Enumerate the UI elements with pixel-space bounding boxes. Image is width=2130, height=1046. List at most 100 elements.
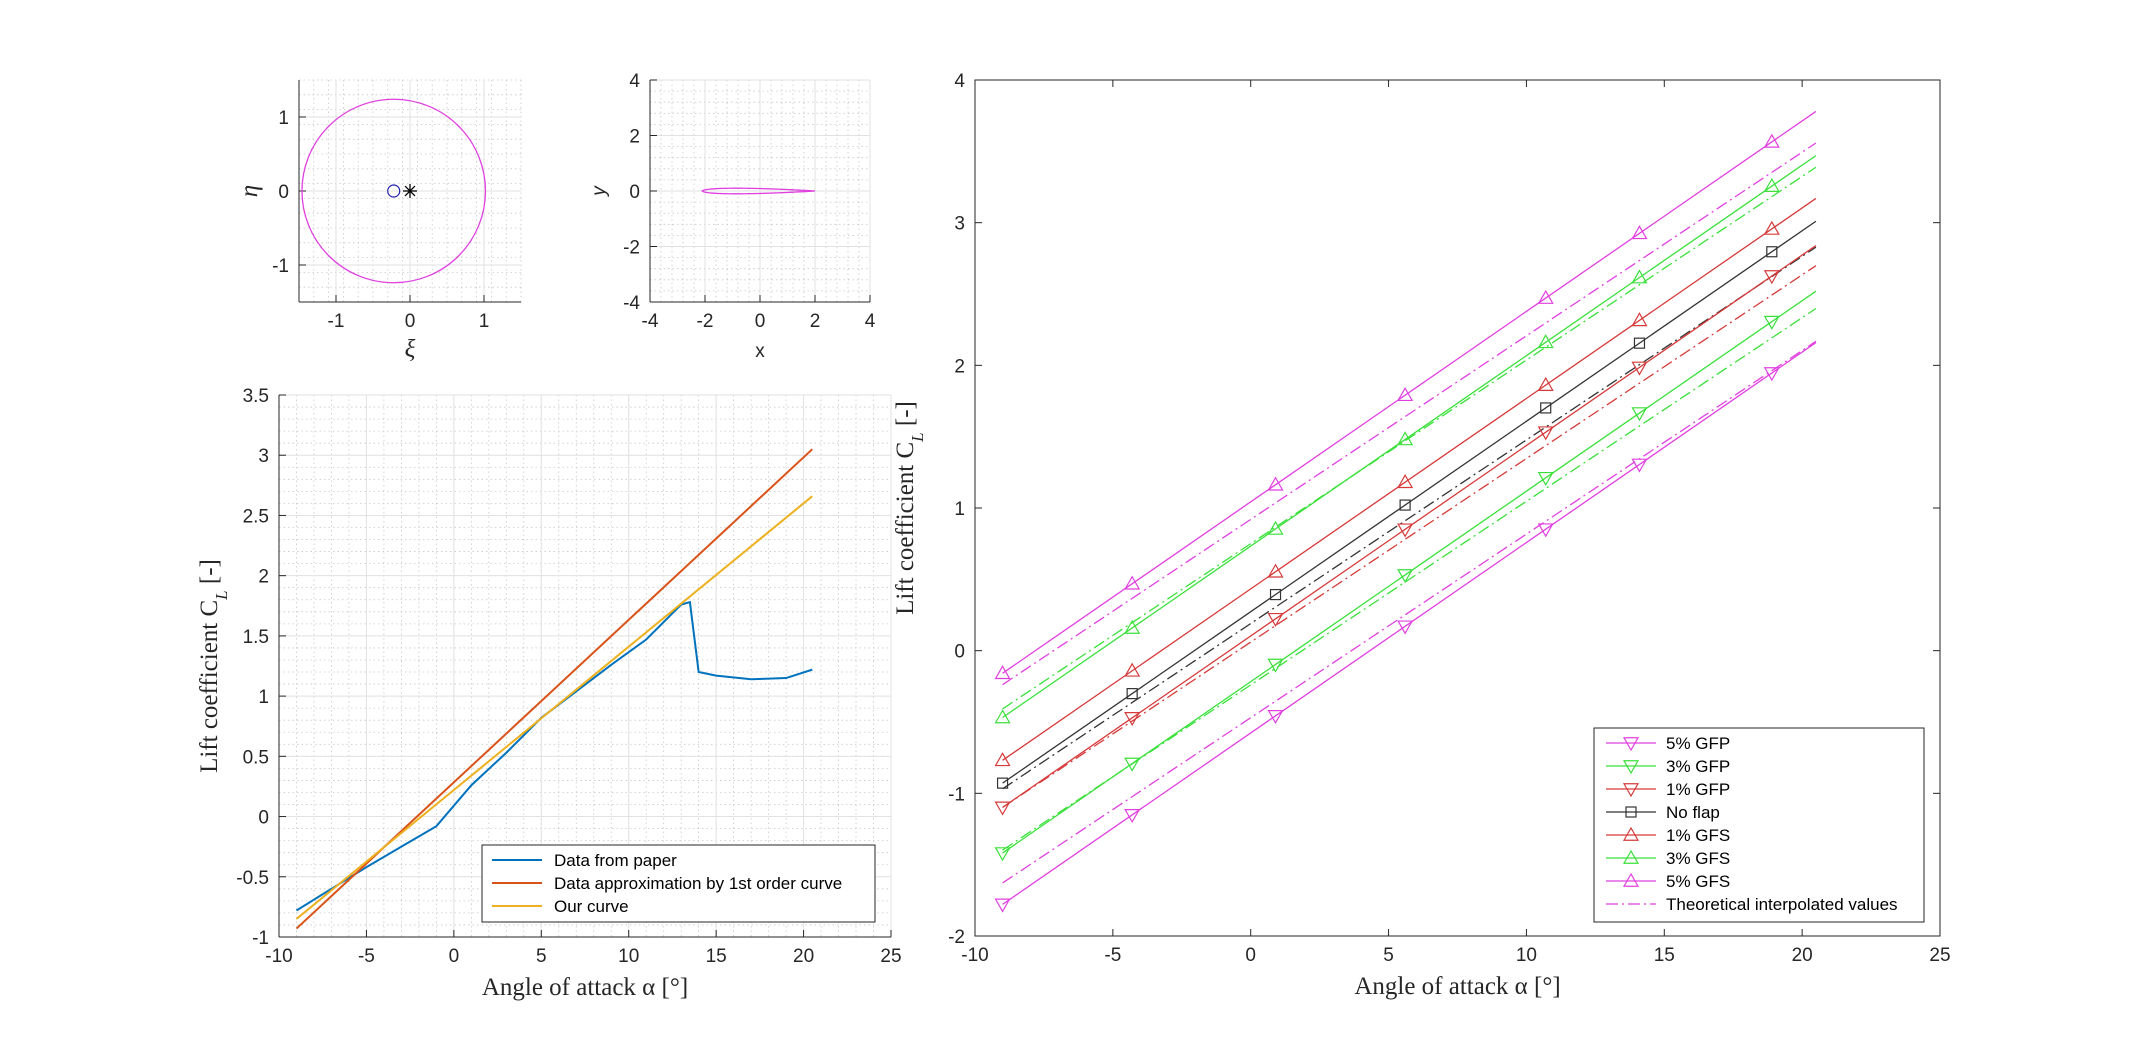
legend-label: 1% GFP [1666,780,1730,799]
marker-triangle-up [1537,334,1554,349]
marker-triangle-down [1267,612,1284,628]
y-tick-label: -2 [623,238,640,259]
y-axis-label: Lift coefficient CL [-] [892,401,927,615]
marker-triangle-up [1267,563,1284,578]
y-tick-label: -1 [252,928,269,949]
x-axis-label: x [755,341,765,362]
legend-label: 5% GFS [1666,872,1730,891]
marker-triangle-up [1124,619,1141,634]
series-line [1002,244,1817,808]
marker-triangle-up [1397,474,1414,489]
x-tick-label: -1 [328,311,345,332]
y-tick-label: 1 [954,499,965,520]
marker-triangle-up [1631,225,1648,240]
marker-triangle-down [1124,809,1141,824]
legend-label: 5% GFP [1666,734,1730,753]
theoretical-line [1002,340,1817,884]
x-tick-label: -10 [961,945,988,966]
y-tick-label: -4 [623,293,640,314]
marker-square [1766,246,1778,258]
marker-triangle-up [1537,376,1554,391]
y-tick-label: 1.5 [243,627,269,648]
legend-label: 1% GFS [1666,826,1730,845]
x-tick-label: 5 [1383,945,1394,966]
marker-triangle-down [1537,523,1554,538]
marker-circle [387,184,401,198]
x-tick-label: 25 [880,946,901,967]
x-tick-label: 5 [536,946,547,967]
y-tick-label: -0.5 [236,868,269,889]
x-tick-label: 0 [405,311,416,332]
x-tick-label: 0 [449,946,460,967]
y-axis-label: η [236,185,263,197]
x-tick-label: -2 [697,311,714,332]
series-line [1002,110,1817,674]
y-tick-label: 4 [629,71,640,92]
x-tick-label: 4 [865,311,876,332]
marker-triangle-down [1763,270,1780,285]
y-tick-label: 0 [954,642,965,663]
series-line [1002,220,1817,784]
marker-triangle-up [1631,269,1648,284]
marker-triangle-down [1267,658,1284,673]
marker-triangle-down [1631,458,1648,473]
marker-triangle-up [1763,133,1780,148]
legend-box [481,844,876,923]
marker-triangle-down [1397,569,1414,584]
y-tick-label: 1 [258,687,269,708]
x-tick-label: 15 [706,946,727,967]
y-tick-label: -1 [272,256,289,277]
marker-triangle-down [1622,760,1640,775]
y-axis-label: Lift coefficient CL [-] [196,559,231,773]
legend-label: No flap [1666,803,1720,822]
y-tick-label: 2.5 [243,506,269,527]
x-tick-label: 1 [479,311,490,332]
marker-triangle-up [994,752,1011,767]
marker-triangle-up [1267,476,1284,491]
marker-square [1625,806,1637,818]
marker-triangle-down [994,847,1011,862]
marker-triangle-up [1763,220,1780,235]
marker-triangle-up [994,665,1011,680]
x-tick-label: 25 [1929,945,1950,966]
x-tick-label: -5 [358,946,375,967]
y-tick-label: 3 [258,446,269,467]
legend-label: Data from paper [554,851,677,870]
marker-triangle-down [1763,367,1780,382]
x-axis-label: ξ [405,336,416,363]
y-tick-label: 0.5 [243,747,269,768]
marker-triangle-down [994,898,1011,913]
y-tick-label: 2 [629,127,640,148]
y-tick-label: 4 [954,71,965,92]
x-tick-label: -10 [265,946,292,967]
x-tick-label: -5 [1104,945,1121,966]
marker-triangle-up [1622,826,1640,841]
subplot-lift-comparison: -10 -5 0 5 10 15 20 25 -1 -0.5 0 0.5 1 1.5 2 2.5 3 3.5 Ang… [196,386,902,1001]
x-tick-label: 10 [1516,945,1537,966]
marker-triangle-down [994,801,1011,816]
theoretical-line [1002,142,1817,686]
legend-label: Theoretical interpolated values [1666,895,1898,914]
y-tick-label: 3 [954,214,965,235]
x-axis-label: Angle of attack α [°] [1354,973,1560,1000]
x-tick-label: 20 [1792,945,1813,966]
star-stroke [404,185,416,197]
y-tick-label: 1 [278,108,289,129]
subplot-circle-plane: -1 0 1 -1 0 1 ξ η [236,79,522,363]
marker-triangle-up [1537,289,1554,304]
legend-label: 3% GFS [1666,849,1730,868]
legend: 5% GFP 3% GFP 1% GFP No flap 1% GFS 3% GFS 5% … [1593,727,1925,923]
legend-label: Data approximation by 1st order curve [554,874,842,893]
marker-triangle-up [1622,849,1640,864]
x-tick-label: 15 [1654,945,1675,966]
series-line [295,495,813,920]
marker-triangle-down [1537,426,1554,441]
y-tick-label: 0 [258,808,269,829]
marker-triangle-down [1763,315,1780,330]
x-tick-label: -4 [642,311,659,332]
marker-triangle-down [1397,620,1414,635]
series-line [295,600,813,912]
marker-triangle-up [1397,386,1414,402]
series-line [1002,155,1817,719]
